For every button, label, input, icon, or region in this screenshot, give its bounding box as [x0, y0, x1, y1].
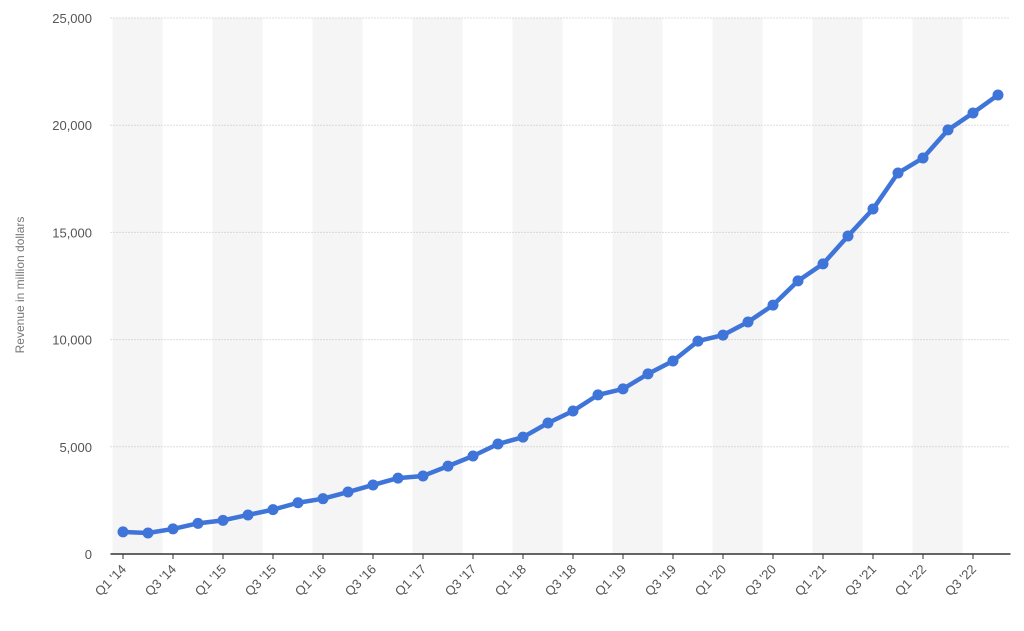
- point: [317, 493, 329, 505]
- x-tick-label: Q1 '14: [92, 562, 129, 599]
- point: [367, 479, 379, 491]
- band-shade: [112, 18, 163, 554]
- x-tick-label: Q1 '22: [892, 562, 929, 599]
- x-tick-label: Q3 '18: [542, 562, 579, 599]
- point: [767, 299, 779, 311]
- x-tick-label: Q3 '19: [642, 562, 679, 599]
- x-tick-label: Q1 '15: [192, 562, 229, 599]
- x-tick-label: Q1 '16: [292, 562, 329, 599]
- point: [517, 431, 529, 443]
- x-tick-label: Q1 '18: [492, 562, 529, 599]
- x-tick-label: Q3 '14: [142, 562, 179, 599]
- point: [567, 405, 579, 417]
- x-tick-label: Q3 '22: [942, 562, 979, 599]
- point: [792, 275, 804, 287]
- point: [967, 107, 979, 119]
- point: [917, 152, 929, 164]
- y-tick-label: 10,000: [52, 333, 92, 348]
- point: [642, 368, 654, 380]
- point: [542, 417, 554, 429]
- x-tick-label: Q3 '16: [342, 562, 379, 599]
- x-tick-label: Q1 '20: [692, 562, 729, 599]
- y-tick-label: 5,000: [59, 440, 92, 455]
- point: [217, 514, 229, 526]
- point: [117, 526, 129, 538]
- point: [667, 355, 679, 367]
- band-shade: [512, 18, 563, 554]
- point: [292, 497, 304, 509]
- x-tick-label: Q3 '17: [442, 562, 479, 599]
- y-tick-label: 15,000: [52, 225, 92, 240]
- point: [892, 167, 904, 179]
- y-tick-label: 25,000: [52, 11, 92, 26]
- x-tick-label: Q3 '15: [242, 562, 279, 599]
- band-shade: [312, 18, 363, 554]
- point: [242, 509, 254, 521]
- y-tick-label: 20,000: [52, 118, 92, 133]
- point: [867, 203, 879, 215]
- point: [392, 472, 404, 484]
- point: [717, 329, 729, 341]
- point: [842, 230, 854, 242]
- point: [692, 335, 704, 347]
- band-shade: [812, 18, 863, 554]
- point: [942, 124, 954, 136]
- y-axis-label: Revenue in million dollars: [13, 217, 27, 354]
- point: [167, 523, 179, 535]
- band-shade: [912, 18, 963, 554]
- x-tick-label: Q1 '17: [392, 562, 429, 599]
- point: [467, 450, 479, 462]
- point: [742, 316, 754, 328]
- point: [992, 89, 1004, 101]
- point: [492, 438, 504, 450]
- band-shade: [612, 18, 663, 554]
- x-tick-label: Q1 '21: [792, 562, 829, 599]
- point: [417, 470, 429, 482]
- x-tick-label: Q3 '21: [842, 562, 879, 599]
- point: [442, 460, 454, 472]
- y-tick-label: 0: [85, 547, 92, 562]
- point: [342, 486, 354, 498]
- point: [617, 383, 629, 395]
- point: [142, 527, 154, 539]
- point: [817, 258, 829, 270]
- point: [192, 517, 204, 529]
- point: [267, 504, 279, 516]
- x-tick-label: Q3 '20: [742, 562, 779, 599]
- x-tick-label: Q1 '19: [592, 562, 629, 599]
- band-shade: [212, 18, 263, 554]
- point: [592, 389, 604, 401]
- band-shade: [712, 18, 763, 554]
